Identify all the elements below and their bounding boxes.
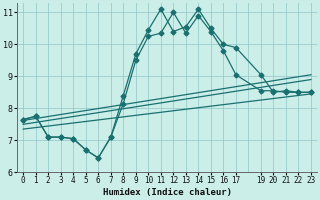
X-axis label: Humidex (Indice chaleur): Humidex (Indice chaleur) [103, 188, 232, 197]
